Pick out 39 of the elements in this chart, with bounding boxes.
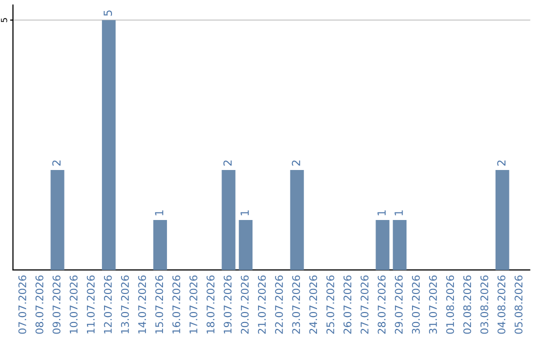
x-tick-label: 17.07.2026: [189, 275, 198, 334]
x-tick-label: 03.08.2026: [480, 275, 488, 334]
x-tick-label: 24.07.2026: [309, 275, 318, 334]
data-label: 5: [104, 10, 112, 16]
x-tick-label: 21.07.2026: [258, 275, 266, 334]
data-label: 2: [292, 160, 300, 166]
data-label: 1: [155, 210, 164, 216]
x-tick-label: 31.07.2026: [429, 275, 437, 334]
x-tick-label: 28.07.2026: [378, 275, 386, 334]
x-tick-label: 12.07.2026: [104, 275, 112, 334]
x-tick-label: 13.07.2026: [121, 275, 129, 334]
x-tick-label: 19.07.2026: [224, 275, 232, 334]
data-label: 1: [394, 210, 403, 216]
x-tick-label: 25.07.2026: [326, 275, 334, 334]
data-label: 2: [52, 160, 61, 166]
x-tick-label: 18.07.2026: [206, 275, 214, 334]
x-tick-label: 16.07.2026: [172, 275, 180, 334]
x-tick-label: 02.08.2026: [463, 275, 472, 334]
x-tick-label: 20.07.2026: [240, 275, 249, 334]
x-tick-label: 30.07.2026: [412, 275, 420, 334]
x-tick-label: 01.08.2026: [446, 275, 454, 334]
x-tick-label: 04.08.2026: [498, 275, 506, 334]
x-tick-label: 15.07.2026: [155, 275, 164, 334]
x-tick-label: 14.07.2026: [138, 275, 146, 334]
x-tick-label: 08.07.2026: [35, 275, 44, 334]
data-label: 2: [223, 160, 232, 166]
x-tick-label: 11.07.2026: [86, 275, 95, 334]
data-label: 1: [378, 210, 386, 216]
x-tick-label: 10.07.2026: [70, 275, 78, 334]
x-tick-label: 27.07.2026: [360, 275, 368, 334]
x-tick-label: 09.07.2026: [52, 275, 60, 334]
x-tick-label: 07.07.2026: [18, 275, 26, 334]
x-tick-label: 22.07.2026: [275, 275, 283, 334]
x-tick-label: 29.07.2026: [394, 275, 403, 334]
data-label: 1: [240, 210, 249, 216]
x-tick-label: 23.07.2026: [292, 275, 300, 334]
x-tick-label: 26.07.2026: [343, 275, 352, 334]
x-tick-label: 05.08.2026: [514, 275, 522, 334]
data-label: 2: [497, 160, 506, 166]
